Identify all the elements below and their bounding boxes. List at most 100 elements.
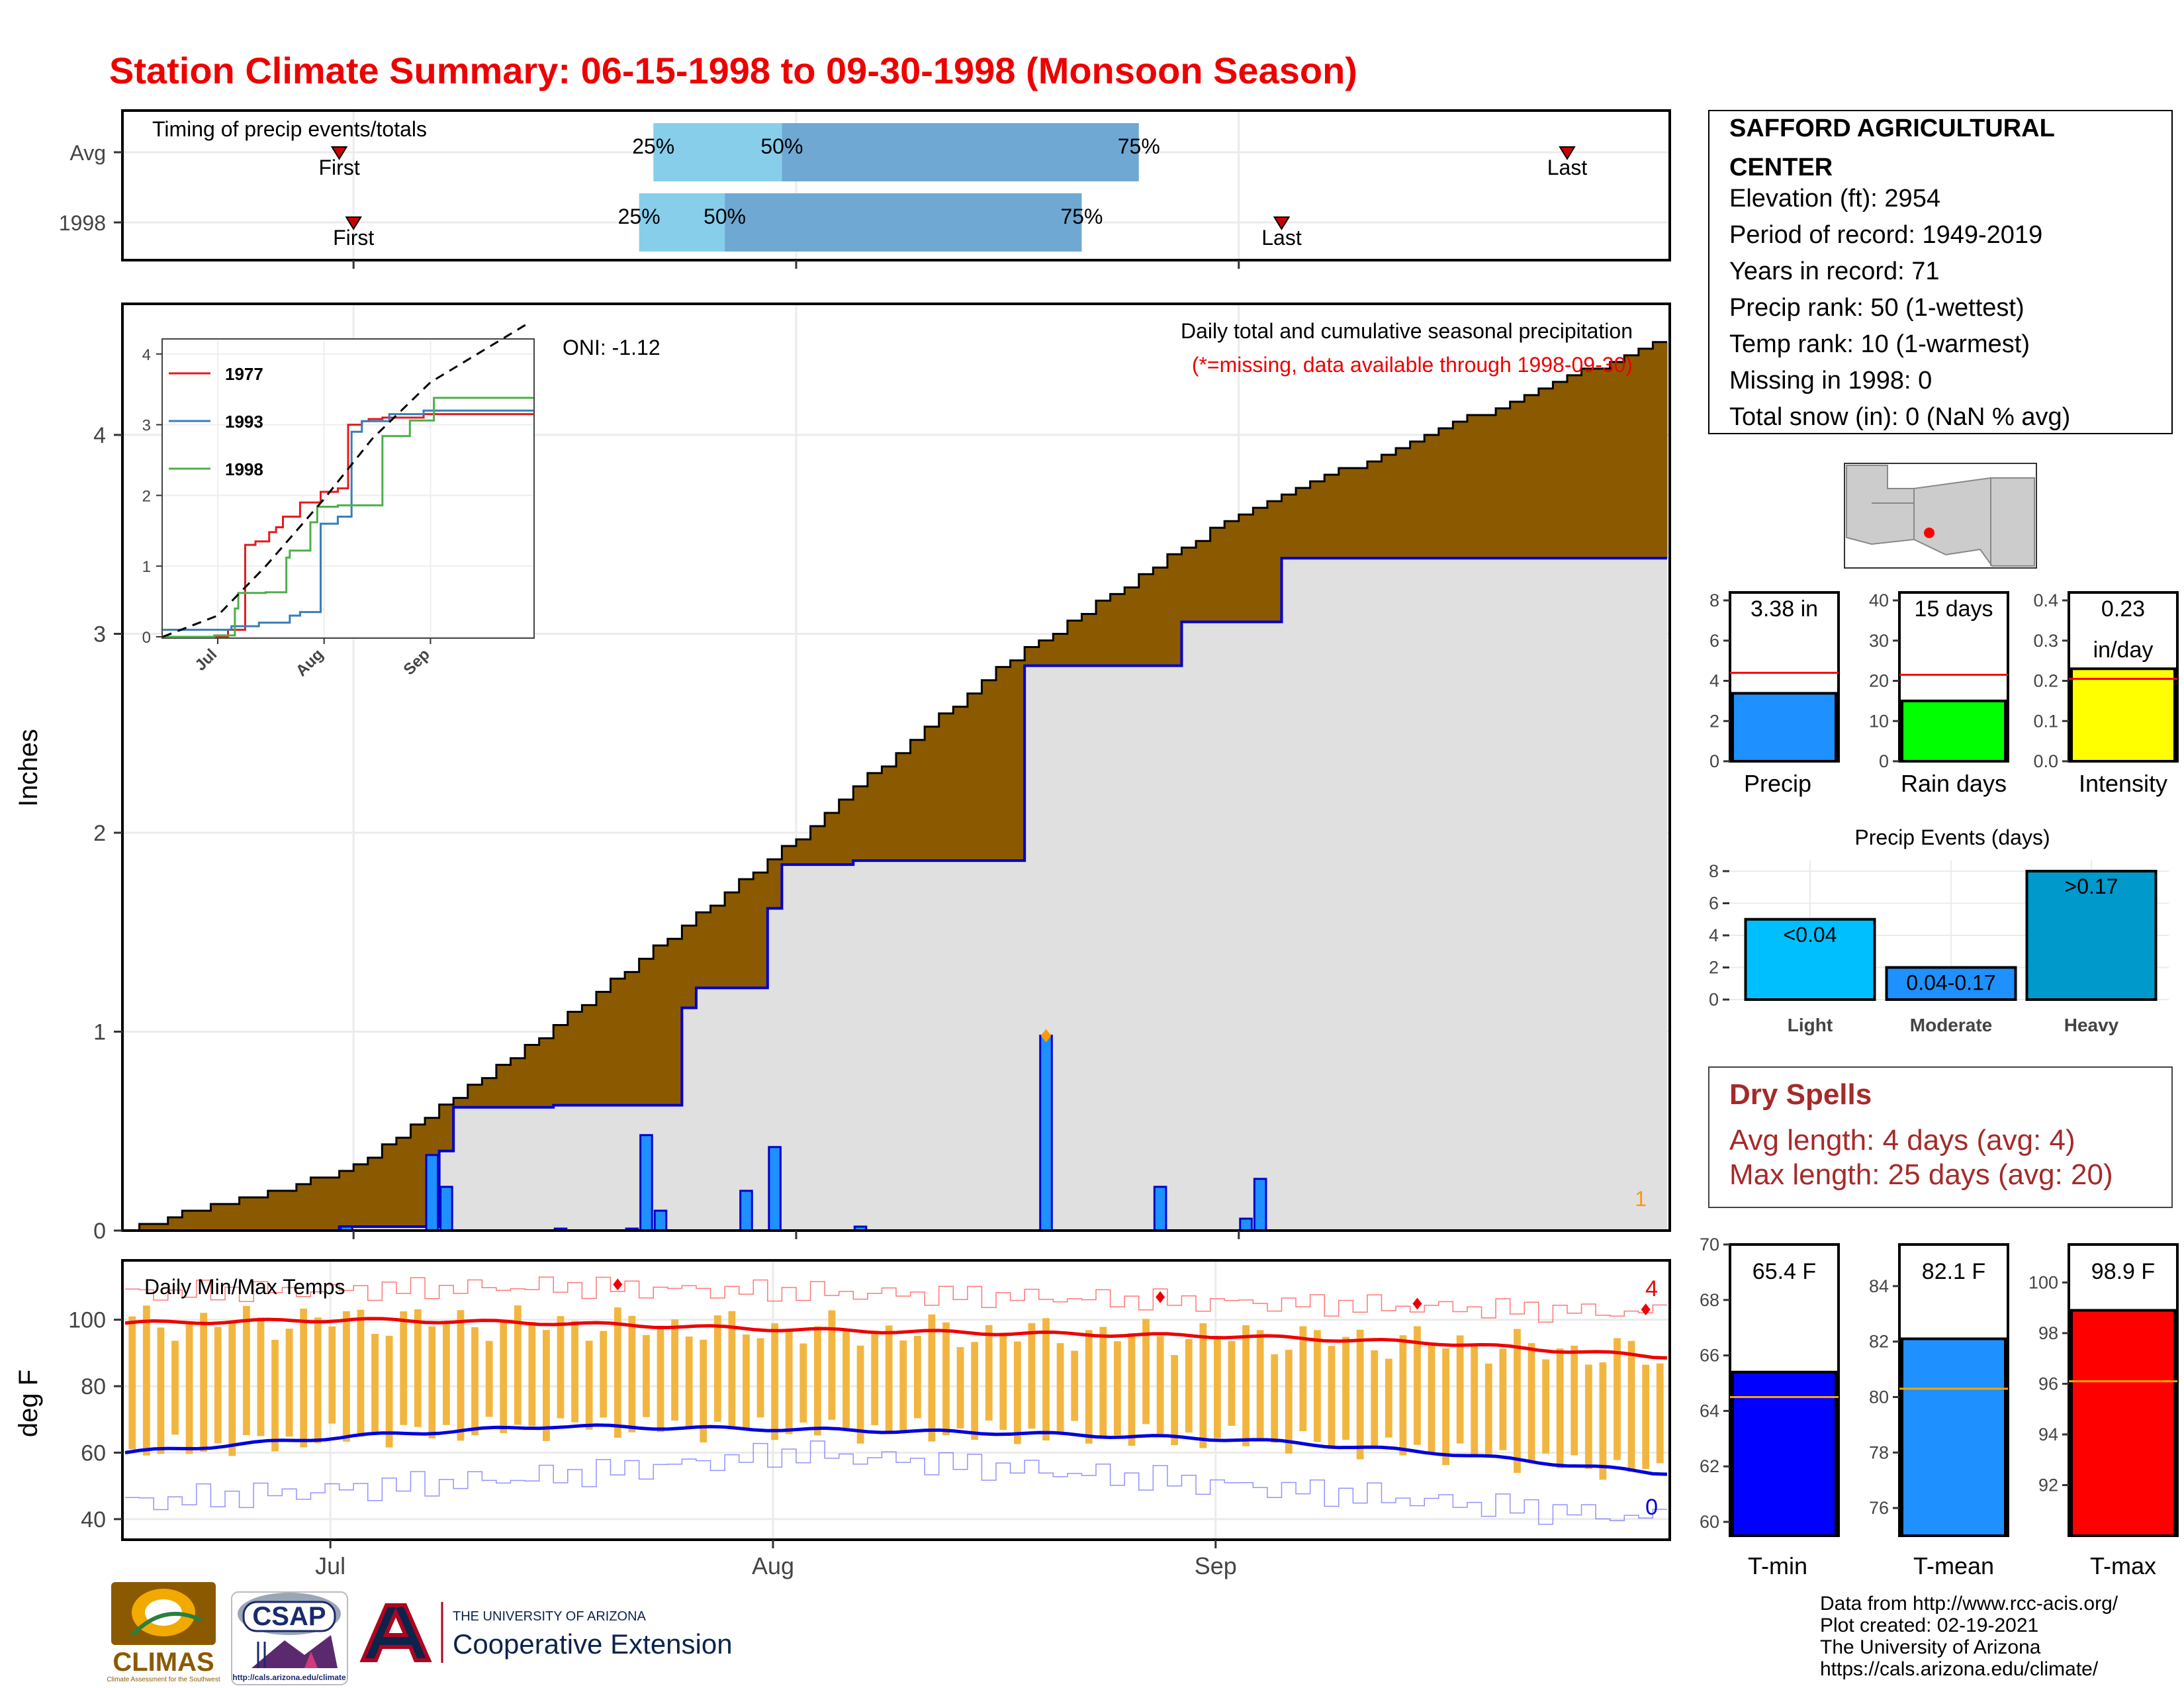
daily-temp-bar	[1085, 1330, 1093, 1444]
daily-temp-bar	[414, 1309, 422, 1427]
daily-temp-bar	[999, 1334, 1007, 1430]
average-cumulative-line	[125, 341, 1667, 1232]
daily-temp-bar	[713, 1315, 721, 1422]
daily-temp-bar	[543, 1330, 550, 1441]
daily-temp-bar	[557, 1316, 565, 1419]
daily-temp-bar	[1570, 1345, 1578, 1456]
daily-temp-bar	[1099, 1327, 1107, 1436]
daily-temp-bar	[228, 1323, 236, 1456]
deficit-area	[339, 1170, 354, 1227]
temp-bar-ytick-label: 80	[1869, 1387, 1889, 1407]
temp-bar-ytick-label: 100	[2028, 1272, 2058, 1292]
inset-line-1993	[163, 409, 533, 631]
daily-temp-bar	[1542, 1359, 1550, 1454]
deficit-area	[1553, 381, 1568, 559]
temp-bar-ytick-label: 94	[2038, 1425, 2058, 1444]
temp-xtick-label: Sep	[1195, 1552, 1237, 1579]
deficit-area	[1310, 481, 1325, 559]
deficit-area	[767, 859, 783, 909]
deficit-area	[225, 1203, 240, 1231]
dry-spells-title: Dry Spells	[1729, 1078, 1872, 1111]
deficit-area	[139, 1223, 154, 1231]
daily-temp-bar	[1399, 1335, 1407, 1456]
daily-temp-bar	[357, 1309, 365, 1437]
precip-areas	[125, 341, 1668, 1232]
inset-lines	[162, 321, 533, 638]
daily-temp-bar	[1342, 1336, 1349, 1440]
summary-label-1: Rain days	[1901, 770, 2007, 797]
deficit-area	[710, 906, 725, 988]
deficit-area	[1053, 633, 1068, 666]
summary-ytick-label: 0	[1879, 751, 1889, 771]
deficit-area	[439, 1104, 454, 1151]
inset-ytick-label: 2	[142, 487, 151, 505]
timing-last-marker	[1559, 146, 1576, 160]
deficit-area	[525, 1045, 540, 1107]
daily-temp-bar	[385, 1335, 393, 1448]
climas-tagline: Climate Assessment for the Southwest	[107, 1676, 220, 1683]
daily-temp-bar	[828, 1310, 836, 1420]
summary-bar-2	[2070, 667, 2176, 763]
daily-temp-bar	[214, 1327, 222, 1444]
deficit-area	[996, 667, 1011, 861]
daily-temp-bar	[643, 1335, 650, 1417]
temp-ylabel: deg F	[14, 1370, 43, 1437]
temperature-bar-charts: 65.4 F 60 62 64 66 68 70 T-min 82.1 F 76 78 80 82 84 T…	[1700, 1235, 2179, 1579]
daily-temp-bar	[128, 1316, 136, 1450]
daily-temp-bar	[142, 1305, 150, 1456]
daily-temp-bar	[771, 1323, 779, 1440]
events-label-0: Light	[1788, 1015, 1833, 1035]
deficit-area	[810, 825, 825, 865]
deficit-area	[596, 992, 612, 1105]
daily-temp-bar	[628, 1315, 636, 1432]
record-high-count: 4	[1645, 1276, 1658, 1301]
daily-precip-bar	[1253, 1178, 1267, 1232]
precip-ytick-label: 2	[93, 821, 106, 846]
daily-temp-bar	[1556, 1348, 1564, 1469]
record-low-count: 0	[1645, 1495, 1658, 1520]
timing-row-label-1998: 1998	[59, 211, 106, 235]
deficit-area	[1596, 368, 1611, 559]
temp-bar-label-0: T-min	[1748, 1552, 1807, 1579]
deficit-area	[154, 1223, 169, 1231]
daily-temp-bar	[300, 1308, 308, 1448]
events-range-0: <0.04	[1784, 923, 1837, 947]
daily-precip-bar	[1239, 1217, 1253, 1232]
daily-precip-bar	[768, 1146, 782, 1232]
temp-bar-ytick-label: 92	[2038, 1475, 2058, 1495]
timing-q75-label: 75%	[1118, 134, 1160, 158]
station-name-line1: SAFFORD AGRICULTURAL	[1729, 115, 2055, 142]
daily-temp-bar	[371, 1334, 379, 1434]
daily-temp-bar	[1013, 1341, 1021, 1444]
station-years: Years in record: 71	[1729, 258, 1940, 285]
daily-precip-bar	[639, 1134, 653, 1232]
daily-temp-bar	[1114, 1341, 1121, 1436]
summary-value-1: 15 days	[1914, 596, 1993, 622]
deficit-area	[1238, 514, 1253, 622]
daily-temp-bar	[242, 1305, 250, 1435]
summary-bar-1	[1901, 699, 2007, 763]
page-title: Station Climate Summary: 06-15-1998 to 0…	[109, 50, 1357, 91]
daily-temp-bar	[785, 1330, 793, 1434]
dry-spells-box: Dry Spells Avg length: 4 days (avg: 4) M…	[1708, 1066, 2173, 1208]
daily-temp-bar	[285, 1329, 293, 1437]
daily-temp-bar	[971, 1342, 979, 1440]
ua-cooperative-extension: Cooperative Extension	[453, 1628, 733, 1660]
daily-temp-bar	[528, 1322, 536, 1427]
deficit-area	[1296, 488, 1311, 559]
daily-temp-bar	[328, 1326, 336, 1424]
daily-precip-bar	[1039, 1035, 1053, 1232]
daily-temp-bar	[657, 1327, 664, 1432]
summary-ytick-label: 0.1	[2033, 711, 2058, 731]
daily-temp-bar	[1499, 1348, 1507, 1450]
timing-first-marker	[330, 146, 348, 160]
daily-temp-bar	[728, 1311, 736, 1428]
events-range-2: >0.17	[2065, 874, 2118, 898]
deficit-area	[1353, 468, 1368, 559]
deficit-area	[1338, 468, 1353, 559]
inset-legend: 1977 1993 1998	[169, 364, 263, 479]
deficit-area	[582, 1005, 597, 1105]
daily-temp-bar	[871, 1331, 879, 1425]
temp-bar-ytick-label: 60	[1700, 1512, 1719, 1532]
deficit-area	[1196, 541, 1211, 622]
